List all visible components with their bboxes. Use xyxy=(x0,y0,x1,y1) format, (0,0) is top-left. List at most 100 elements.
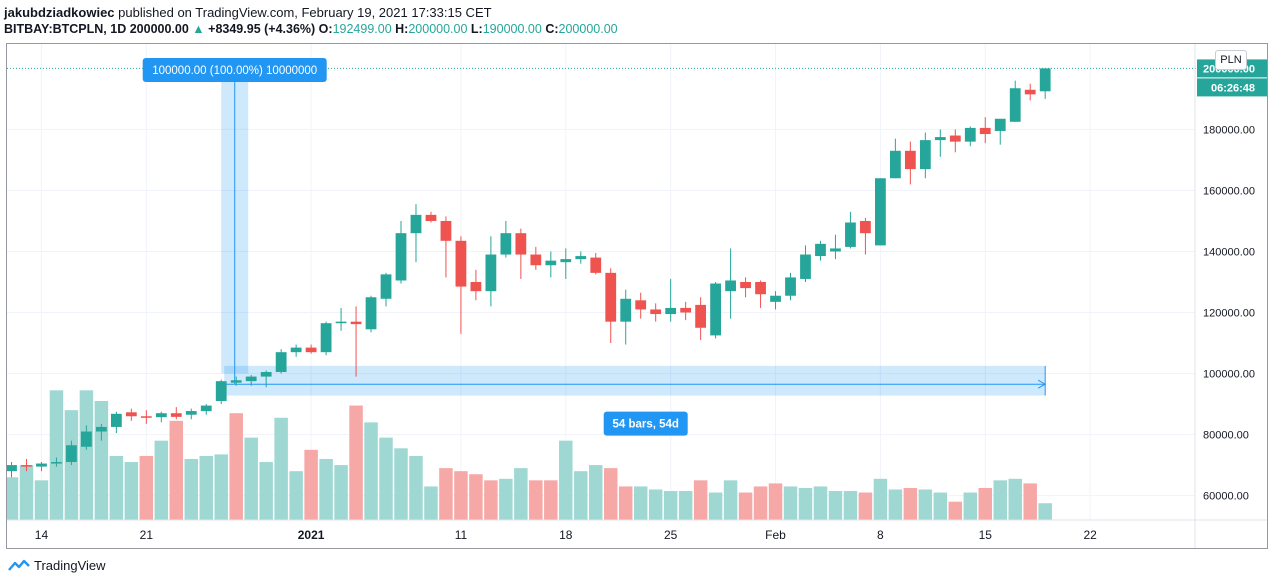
currency-button[interactable]: PLN xyxy=(1215,50,1247,70)
candle-body xyxy=(665,307,677,315)
candle-body xyxy=(245,376,257,382)
candle-body xyxy=(1009,88,1021,122)
candle-body xyxy=(51,462,62,464)
candle-body xyxy=(620,298,632,322)
candle-body xyxy=(455,240,467,287)
candle-body xyxy=(200,405,212,412)
volume-bar xyxy=(394,448,408,520)
x-tick-label: 14 xyxy=(35,528,49,542)
volume-bar xyxy=(783,486,798,520)
high-value: 200000.00 xyxy=(408,22,468,36)
candle-body xyxy=(830,248,841,252)
candle-body xyxy=(755,282,766,295)
symbol-label: BITBAY:BTCPLN, 1D xyxy=(4,22,127,36)
high-label: H: xyxy=(395,22,409,36)
x-tick-label: 18 xyxy=(559,528,573,542)
candle-body xyxy=(260,372,272,377)
volume-bar xyxy=(7,477,19,520)
volume-bar xyxy=(94,401,109,520)
price-chart[interactable]: 60000.00 80000.00 100000.00 120000.00 140000… xyxy=(7,44,1267,548)
candle-body xyxy=(95,426,107,432)
volume-bar xyxy=(49,390,64,520)
low-label: L: xyxy=(470,22,483,36)
volume-bar xyxy=(1038,503,1052,520)
ohlc-line: BITBAY:BTCPLN, 1D 200000.00 ▲ +8349.95 (… xyxy=(4,21,618,38)
volume-bar xyxy=(948,501,963,520)
candle-body xyxy=(7,465,17,472)
candle-body xyxy=(815,243,826,257)
volume-bar xyxy=(439,468,453,520)
y-tick-label: 160000.00 xyxy=(1203,185,1255,197)
candle-body xyxy=(36,463,47,467)
volume-bar xyxy=(559,440,573,520)
candle-body xyxy=(410,214,422,234)
change-value: +8349.95 (+4.36%) xyxy=(208,22,316,36)
volume-bar xyxy=(379,437,393,520)
candle-body xyxy=(485,254,497,292)
candle-body xyxy=(695,304,707,328)
volume-bar xyxy=(873,478,888,520)
low-value: 190000.00 xyxy=(482,22,542,36)
volume-bar xyxy=(214,454,228,520)
volume-bar xyxy=(918,489,933,520)
y-tick-label: 100000.00 xyxy=(1203,369,1255,381)
candle-body xyxy=(725,280,736,292)
volume-bar xyxy=(858,492,873,520)
volume-bar xyxy=(424,486,438,520)
candle-body xyxy=(335,321,347,324)
candle-body xyxy=(230,380,242,383)
candle-body xyxy=(320,323,332,353)
publish-line: jakubdziadkowiec published on TradingVie… xyxy=(4,4,618,21)
volume-bar xyxy=(169,420,184,520)
candle-body xyxy=(845,222,856,247)
volume-bar xyxy=(259,462,273,520)
candle-body xyxy=(979,127,991,135)
y-tick-label: 80000.00 xyxy=(1203,430,1249,442)
volume-bar xyxy=(843,491,858,520)
candle-body xyxy=(395,233,407,281)
footer-branding[interactable]: TradingView xyxy=(8,558,106,573)
candle-body xyxy=(560,259,572,263)
candle-body xyxy=(875,178,886,246)
candle-body xyxy=(440,220,452,241)
candle-body xyxy=(590,257,602,273)
volume-bar xyxy=(79,390,94,520)
candle-body xyxy=(110,413,122,427)
candle-body xyxy=(740,282,751,289)
x-tick-label: 8 xyxy=(877,528,884,542)
candle-body xyxy=(81,431,92,447)
volume-bar xyxy=(828,491,843,520)
volume-bar xyxy=(514,468,528,520)
volume-bar xyxy=(1023,483,1037,520)
footer-brand-text: TradingView xyxy=(34,558,106,573)
volume-bar xyxy=(678,491,693,520)
volume-bar xyxy=(229,413,243,520)
candle-body xyxy=(21,465,32,467)
candle-body xyxy=(66,445,77,463)
last-price: 200000.00 xyxy=(129,22,189,36)
candle-body xyxy=(710,283,721,336)
author-name[interactable]: jakubdziadkowiec xyxy=(4,5,115,20)
x-tick-label: 22 xyxy=(1083,528,1097,542)
candle-body xyxy=(635,300,647,310)
y-tick-label: 120000.00 xyxy=(1203,308,1255,320)
published-text: published on TradingView.com, February 1… xyxy=(118,5,492,20)
volume-bar xyxy=(693,480,708,520)
candle-body xyxy=(215,381,227,401)
range-label-bg xyxy=(603,411,688,436)
volume-bar xyxy=(364,422,378,520)
volume-bar xyxy=(768,483,783,520)
candle-body xyxy=(785,277,796,296)
volume-bar xyxy=(334,465,348,520)
volume-bar xyxy=(109,455,124,520)
candle-body xyxy=(500,233,512,255)
close-label: C: xyxy=(545,22,559,36)
candle-body xyxy=(425,214,437,221)
volume-bar xyxy=(589,465,603,520)
candle-body xyxy=(290,347,302,353)
candle-body xyxy=(365,297,377,330)
volume-bar xyxy=(993,480,1007,520)
chart-area[interactable]: 60000.00 80000.00 100000.00 120000.00 140000… xyxy=(6,43,1268,549)
chart-header: jakubdziadkowiec published on TradingVie… xyxy=(4,4,618,38)
candle-body xyxy=(380,274,392,299)
